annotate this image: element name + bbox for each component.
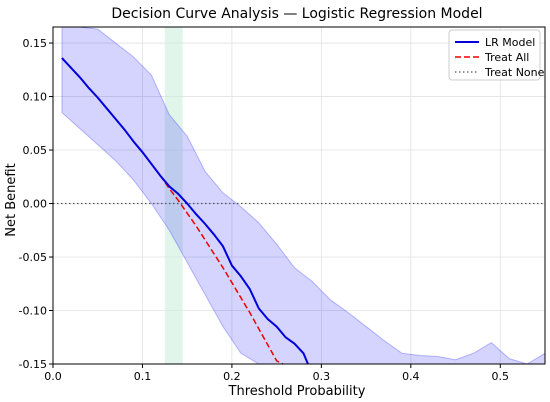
y-tick-label: -0.10 xyxy=(19,305,47,318)
x-tick-label: 0.4 xyxy=(402,370,420,383)
plot-frame xyxy=(52,26,546,365)
y-tick-label: 0.05 xyxy=(23,144,48,157)
chart-title: Decision Curve Analysis — Logistic Regre… xyxy=(111,6,482,22)
y-axis-ticks: -0.15 -0.10 -0.05 0.00 0.05 0.10 0.15 xyxy=(19,37,53,371)
y-axis-label: Net Benefit xyxy=(4,163,19,236)
legend-label: Treat All xyxy=(484,51,529,64)
x-axis-ticks: 0.0 0.1 0.2 0.3 0.4 0.5 xyxy=(44,364,509,383)
legend-label: LR Model xyxy=(485,36,535,49)
highlight-band-rect xyxy=(164,27,183,364)
y-tick-label: 0.00 xyxy=(23,198,48,211)
x-tick-label: 0.5 xyxy=(492,370,510,383)
y-tick-label: 0.10 xyxy=(23,91,48,104)
legend: LR Model Treat All Treat None xyxy=(448,29,545,81)
y-tick-label: -0.15 xyxy=(19,358,47,371)
legend-label: Treat None xyxy=(484,66,545,79)
x-tick-label: 0.1 xyxy=(134,370,152,383)
x-tick-label: 0.0 xyxy=(44,370,62,383)
series-line-lr-model xyxy=(61,57,309,365)
highlight-band xyxy=(164,27,183,364)
x-tick-label: 0.2 xyxy=(223,370,241,383)
series-lines xyxy=(53,57,545,365)
y-tick-label: -0.05 xyxy=(19,251,47,264)
x-tick-label: 0.3 xyxy=(313,370,331,383)
y-tick-label: 0.15 xyxy=(23,37,48,50)
x-axis-label: Threshold Probability xyxy=(228,384,366,399)
